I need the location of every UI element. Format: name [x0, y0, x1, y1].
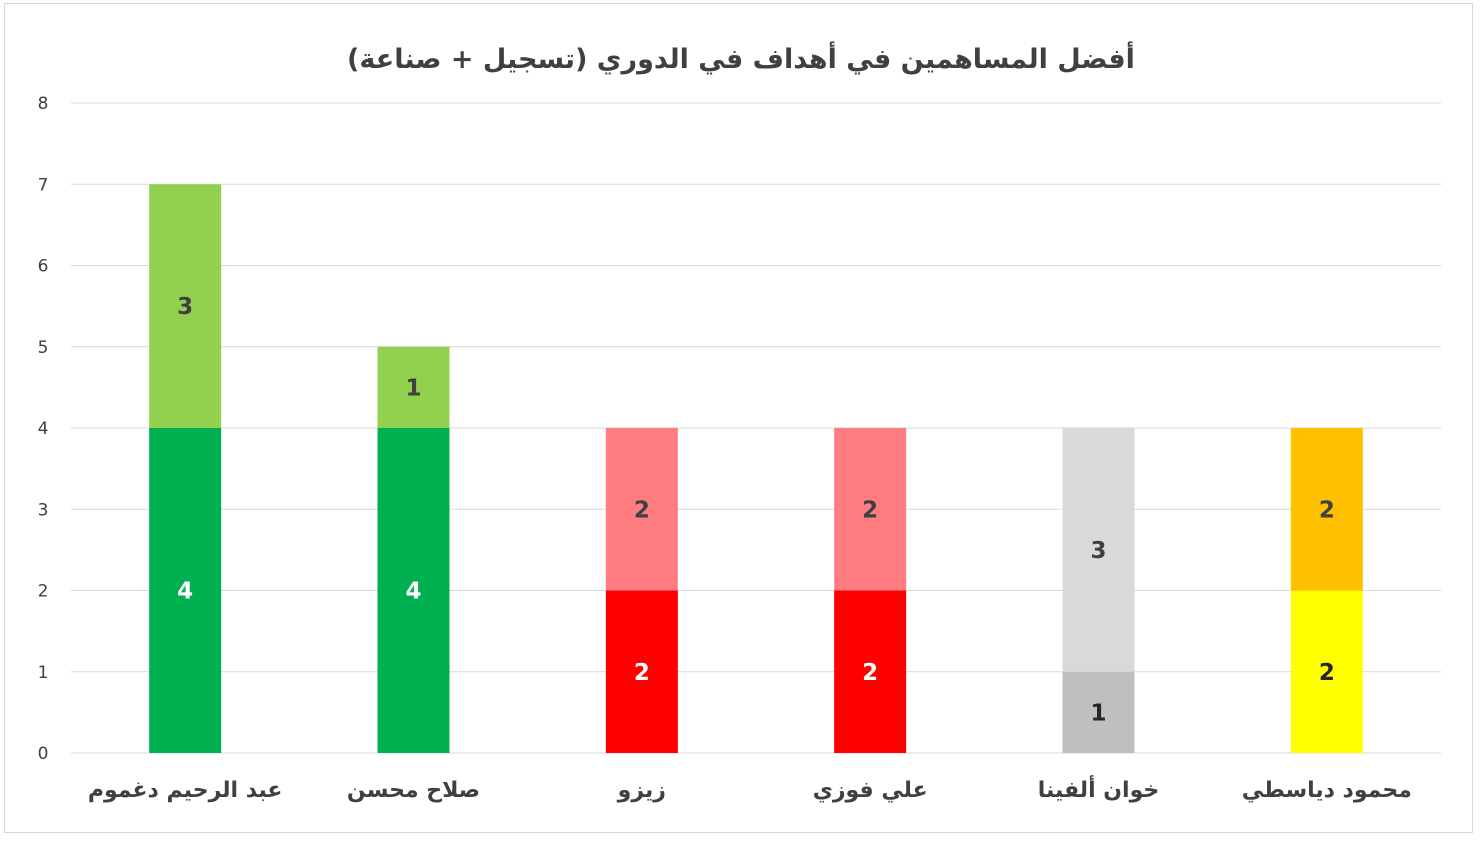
bar-segment: [149, 184, 222, 428]
bar-segment: [834, 590, 907, 753]
bar-data-label: 2: [1319, 497, 1335, 523]
bar-data-label: 3: [1090, 538, 1106, 564]
x-category-label: علي فوزي: [813, 778, 928, 803]
y-tick-label: 5: [38, 338, 49, 358]
bar-segment: [1290, 428, 1363, 591]
bar-data-label: 4: [405, 579, 421, 605]
bar-data-label: 1: [1090, 700, 1106, 726]
bar-data-label: 2: [634, 660, 650, 686]
x-axis-categories: عبد الرحيم دغموم صلاح محسن زيزو علي فوزي خوا…: [88, 774, 1412, 803]
bar-data-labels: 4 3 4 1 2 2 2 2 1 3 2 2: [177, 294, 1335, 726]
y-tick-label: 0: [38, 744, 49, 764]
y-tick-label: 4: [38, 419, 49, 439]
bar-data-label: 2: [1319, 660, 1335, 686]
bar-segment: [1062, 671, 1135, 753]
y-tick-label: 6: [38, 257, 49, 277]
bar-segment: [834, 428, 907, 591]
bar-data-label: 2: [862, 660, 878, 686]
bar-data-label: 4: [177, 579, 193, 605]
x-category-label: زيزو: [617, 778, 666, 803]
bar-segment: [377, 428, 450, 753]
y-tick-label: 2: [38, 582, 49, 602]
y-tick-label: 7: [38, 175, 49, 195]
x-category-label: محمود دياسطي: [1242, 778, 1412, 803]
chart-frame: أفضل المساهمين في أهداف في الدوري (تسجيل…: [4, 3, 1473, 833]
y-tick-label: 8: [38, 94, 49, 114]
bar-segment: [377, 346, 450, 428]
gridlines: [71, 102, 1441, 754]
bars: [149, 184, 1363, 753]
bar-segment: [605, 590, 678, 753]
bar-data-label: 2: [862, 497, 878, 523]
x-category-label: صلاح محسن: [347, 778, 480, 803]
x-category-label: خوان ألفينا: [1038, 774, 1159, 803]
y-axis-ticks: 0 1 2 3 4 5 6 7 8: [38, 94, 49, 764]
y-tick-label: 1: [38, 663, 49, 683]
bar-data-label: 3: [177, 294, 193, 320]
chart-title: أفضل المساهمين في أهداف في الدوري (تسجيل…: [347, 41, 1135, 75]
y-tick-label: 3: [38, 500, 49, 520]
bar-data-label: 2: [634, 497, 650, 523]
chart-canvas: أفضل المساهمين في أهداف في الدوري (تسجيل…: [38, 41, 1441, 803]
bar-segment: [1290, 590, 1363, 753]
bar-segment: [149, 428, 222, 753]
bar-data-label: 1: [405, 375, 421, 401]
bar-segment: [1062, 428, 1135, 672]
bar-segment: [605, 428, 678, 591]
x-category-label: عبد الرحيم دغموم: [88, 778, 283, 803]
